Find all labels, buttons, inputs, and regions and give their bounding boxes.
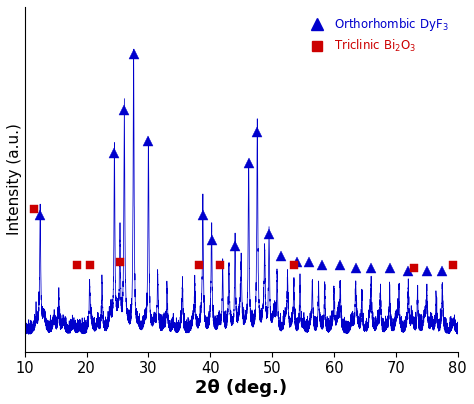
Y-axis label: Intensity (a.u.): Intensity (a.u.) xyxy=(7,123,22,235)
X-axis label: 2θ (deg.): 2θ (deg.) xyxy=(195,379,287,397)
Legend: Orthorhombic DyF$_3$, Triclinic Bi$_2$O$_3$: Orthorhombic DyF$_3$, Triclinic Bi$_2$O$… xyxy=(302,13,452,58)
